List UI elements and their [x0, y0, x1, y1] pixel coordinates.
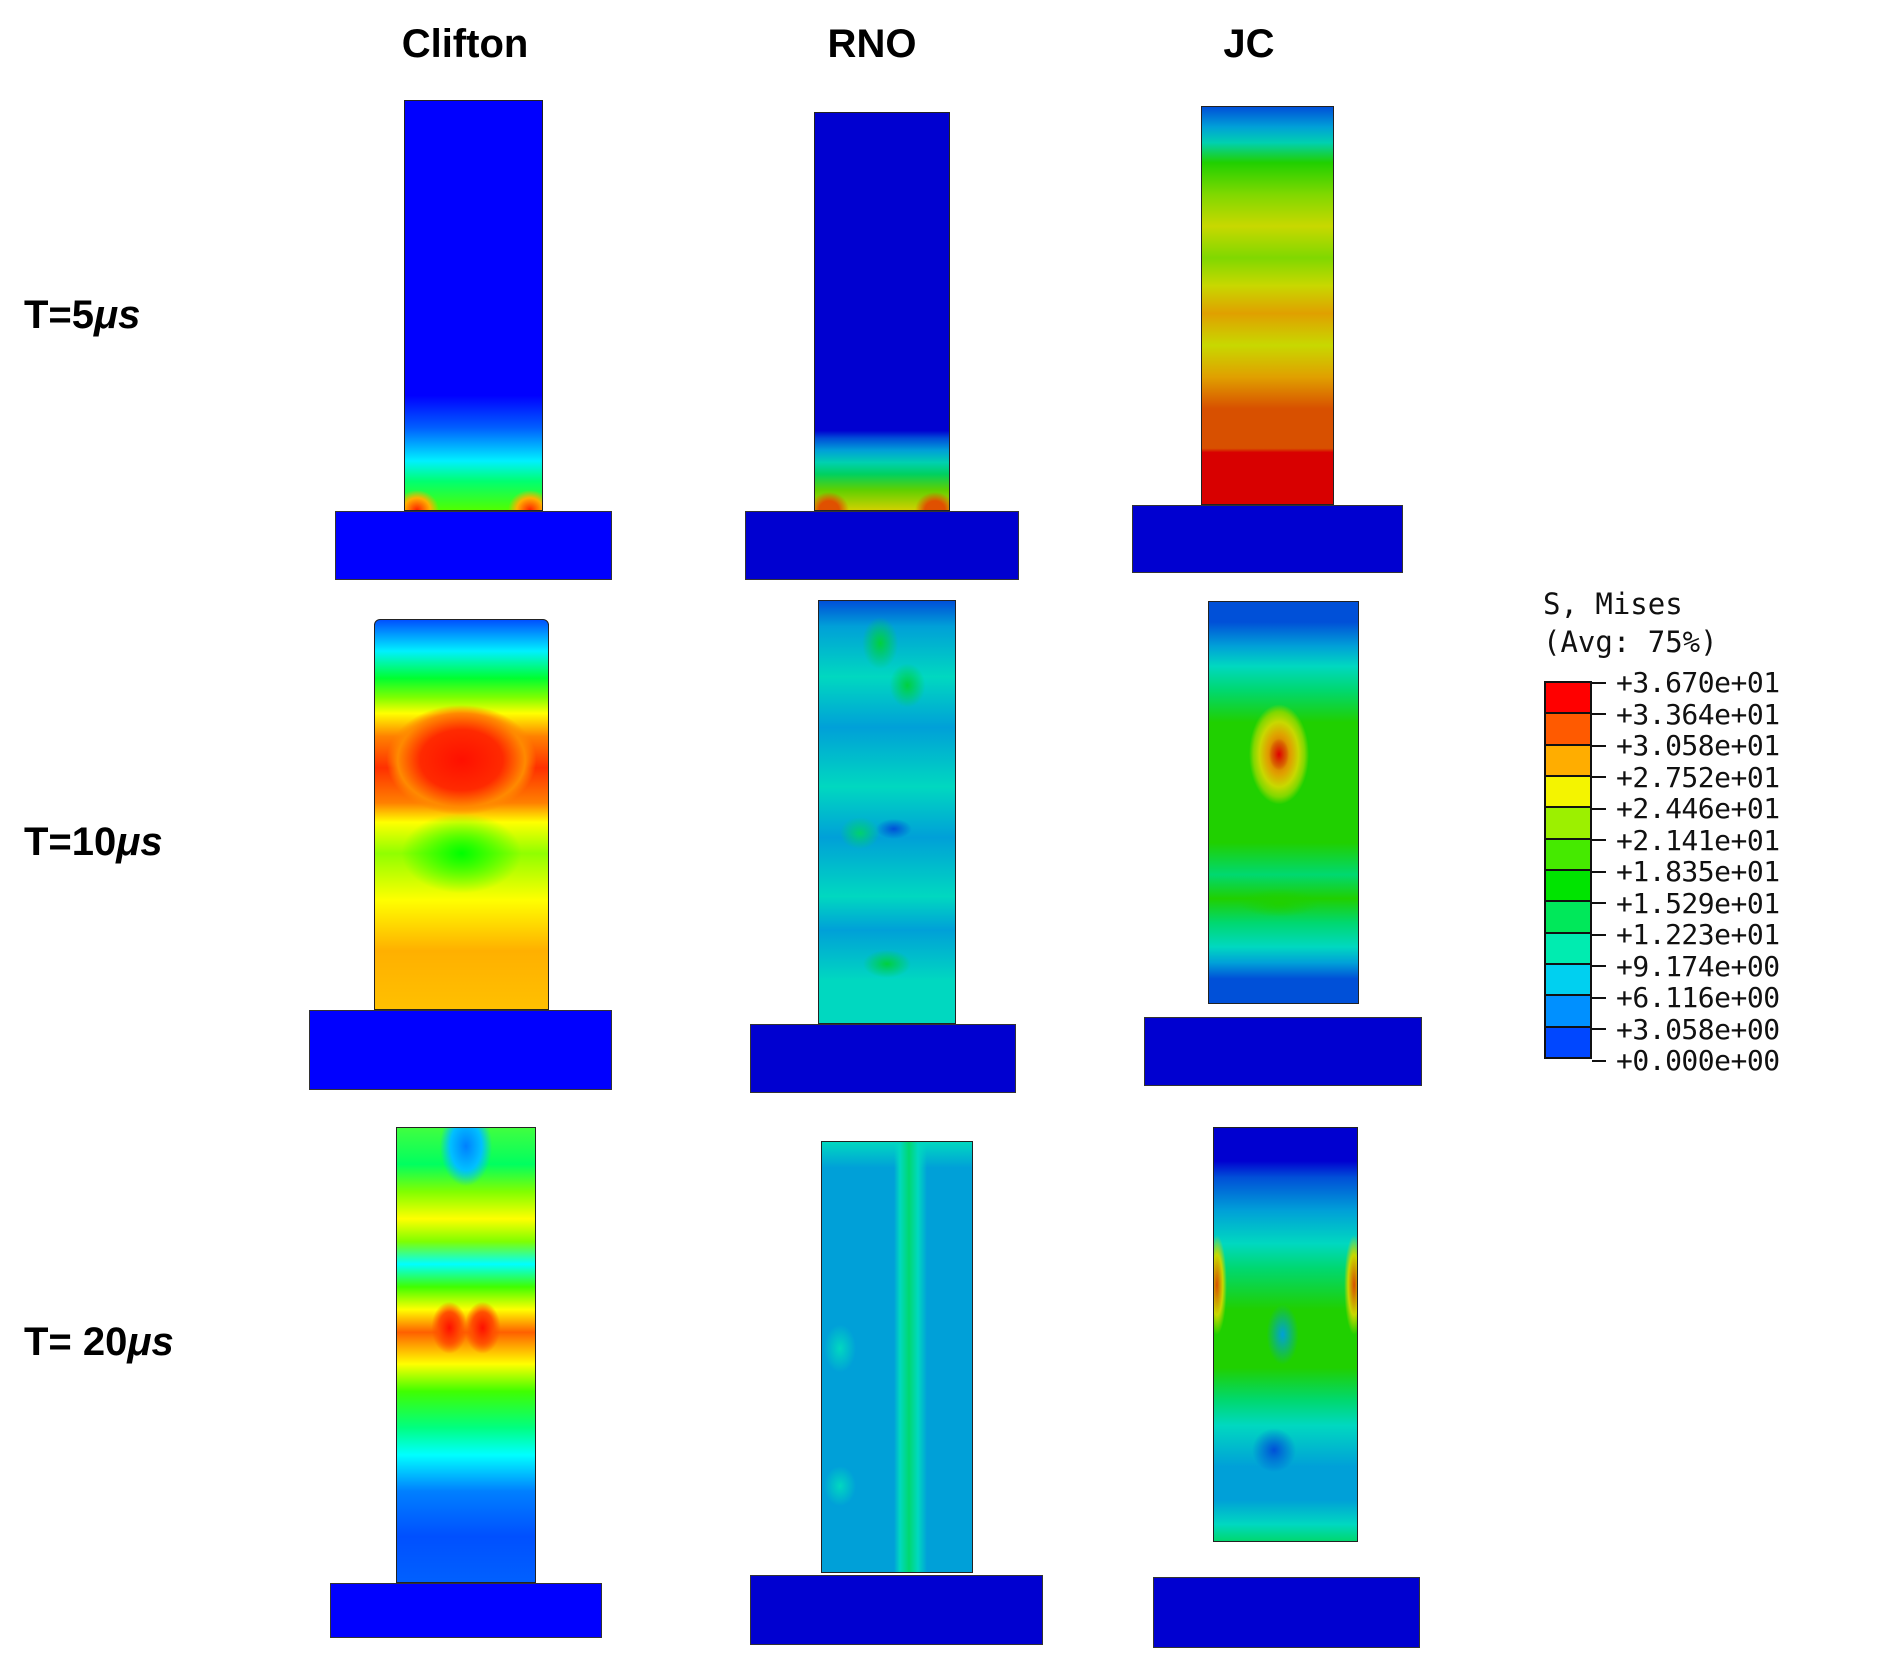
- colorbar-legend: S, Mises (Avg: 75%) +3.670e+01 +3.364e+01…: [1543, 585, 1780, 1077]
- colorbar-tick-label: +0.000e+00: [1616, 1044, 1780, 1078]
- colorbar-tick-label: +1.835e+01: [1616, 855, 1780, 889]
- row-label-20us: T= 20μs: [24, 1320, 174, 1364]
- colorbar-tick: +1.529e+01: [1592, 886, 1780, 920]
- colorbar-tick-label: +3.058e+00: [1616, 1012, 1780, 1046]
- colorbar-tick: +3.058e+00: [1592, 1012, 1780, 1046]
- colorbar-tick-label: +9.174e+00: [1616, 949, 1780, 983]
- colorbar-tick: +3.058e+01: [1592, 729, 1780, 763]
- column-header-clifton: Clifton: [401, 22, 529, 66]
- colorbar-band: [1546, 776, 1590, 809]
- colorbar-tick: +6.116e+00: [1592, 981, 1780, 1015]
- jc-20us-specimen: [1213, 1127, 1358, 1542]
- colorbar-tick: +0.000e+00: [1592, 1044, 1780, 1078]
- clifton-5us-base: [335, 511, 612, 580]
- colorbar-tick: +9.174e+00: [1592, 949, 1780, 983]
- rno-20us-specimen: [821, 1141, 973, 1573]
- colorbar-band: [1546, 808, 1590, 840]
- rno-5us-specimen: [814, 112, 950, 511]
- colorbar-tick-label: +1.223e+01: [1616, 918, 1780, 952]
- colorbar-tick-label: +1.529e+01: [1616, 886, 1780, 920]
- jc-10us-base: [1144, 1017, 1422, 1086]
- jc-5us-specimen: [1201, 106, 1334, 505]
- rno-5us-base: [745, 511, 1019, 580]
- colorbar-tick: +3.364e+01: [1592, 697, 1780, 731]
- column-header-rno: RNO: [827, 22, 917, 66]
- jc-10us-specimen: [1208, 601, 1359, 1004]
- clifton-10us-base: [309, 1010, 612, 1090]
- row-label-5us: T=5μs: [24, 293, 141, 337]
- colorbar-tick: +1.835e+01: [1592, 855, 1780, 889]
- colorbar-band: [1546, 1027, 1590, 1057]
- colorbar-tick: +3.670e+01: [1592, 666, 1780, 700]
- colorbar-tick-label: +6.116e+00: [1616, 981, 1780, 1015]
- clifton-10us-specimen: [374, 619, 549, 1010]
- jc-20us-base: [1153, 1577, 1420, 1648]
- rno-10us-base: [750, 1024, 1016, 1093]
- colorbar-band: [1546, 933, 1590, 965]
- colorbar-band: [1546, 996, 1590, 1028]
- clifton-20us-specimen: [396, 1127, 536, 1583]
- jc-5us-base: [1132, 505, 1403, 573]
- colorbar-band: [1546, 745, 1590, 777]
- colorbar-tick-label: +3.058e+01: [1616, 729, 1780, 763]
- row-label-10us: T=10μs: [24, 820, 163, 864]
- colorbar-tick: +2.141e+01: [1592, 823, 1780, 857]
- colorbar-tick-label: +2.446e+01: [1616, 792, 1780, 826]
- legend-title-line2: (Avg: 75%): [1543, 625, 1718, 659]
- colorbar-band: [1546, 902, 1590, 934]
- colorbar-band: [1546, 683, 1590, 715]
- colorbar-tick-label: +2.752e+01: [1616, 760, 1780, 794]
- rno-10us-specimen: [818, 600, 956, 1024]
- colorbar-tick: +2.446e+01: [1592, 792, 1780, 826]
- column-header-jc: JC: [1223, 22, 1275, 66]
- colorbar-tick: +2.752e+01: [1592, 760, 1780, 794]
- colorbar-band: [1546, 714, 1590, 746]
- colorbar-tick-label: +2.141e+01: [1616, 823, 1780, 857]
- colorbar-tick-label: +3.670e+01: [1616, 666, 1780, 700]
- colorbar-tick-label: +3.364e+01: [1616, 697, 1780, 731]
- colorbar-band: [1546, 839, 1590, 871]
- clifton-20us-base: [330, 1583, 602, 1638]
- colorbar-band: [1546, 870, 1590, 903]
- legend-title-line1: S, Mises: [1543, 587, 1683, 621]
- colorbar: [1544, 681, 1592, 1059]
- rno-20us-base: [750, 1575, 1043, 1645]
- colorbar-tick: +1.223e+01: [1592, 918, 1780, 952]
- clifton-5us-specimen: [404, 100, 543, 511]
- colorbar-band: [1546, 964, 1590, 997]
